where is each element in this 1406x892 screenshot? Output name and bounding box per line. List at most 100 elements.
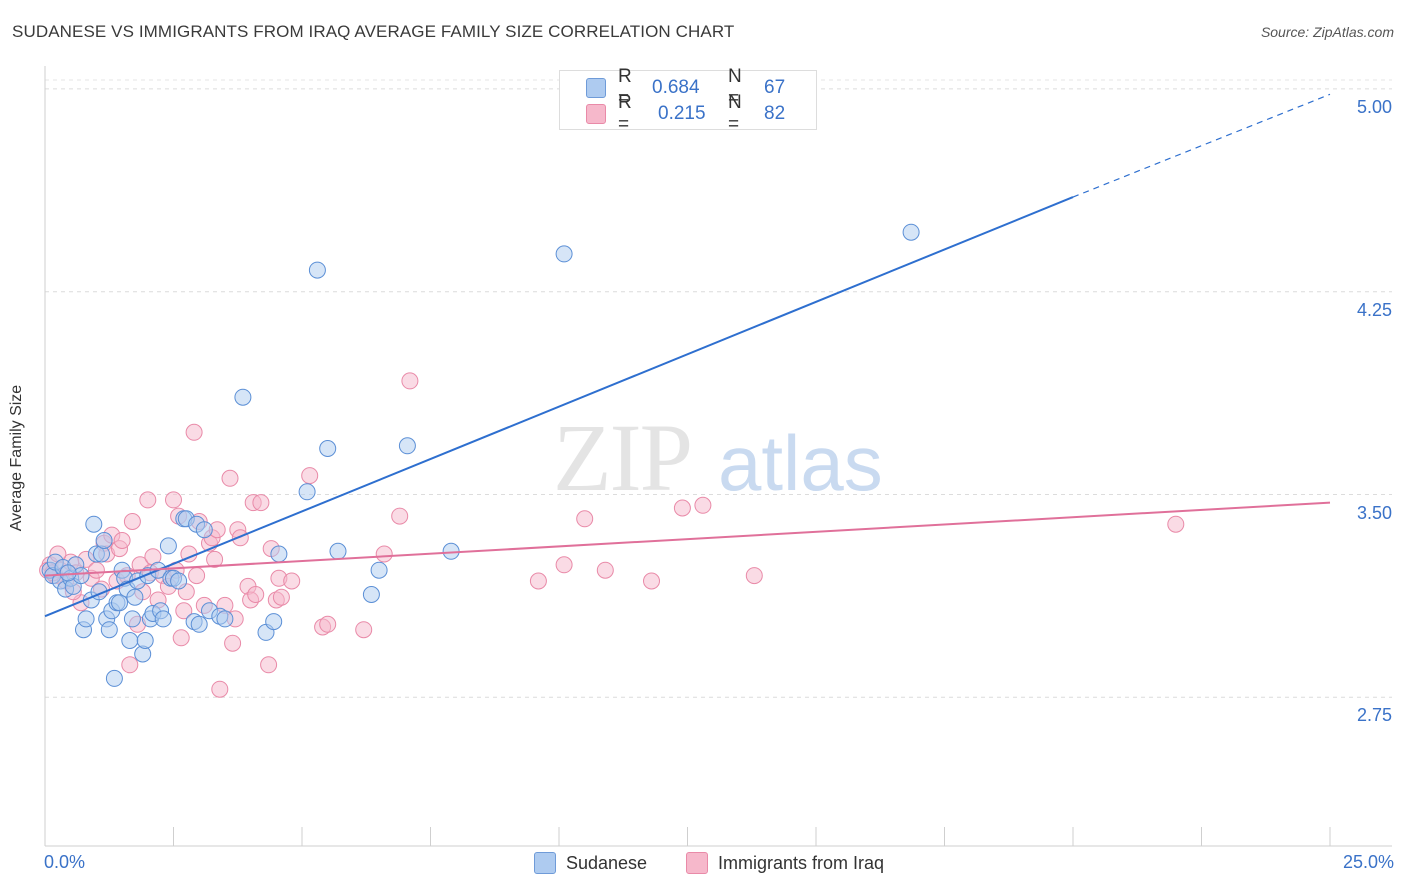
iraq-point-50 (231, 529, 249, 547)
iraq-trend-line (44, 501, 1331, 577)
iraq-point-9 (87, 561, 105, 579)
iraq-point-29 (165, 491, 182, 509)
y-tick-label-0: 2.75 (1356, 705, 1392, 726)
iraq-point-32 (172, 629, 190, 647)
watermark: ZIP atlas (553, 404, 883, 511)
iraq-point-60 (272, 588, 290, 606)
legend-label-sudanese: Sudanese (566, 852, 648, 873)
sudanese-trend-line (44, 196, 1074, 618)
sudanese-point-55 (308, 261, 326, 279)
iraq-point-18 (121, 656, 139, 674)
watermark-zip: ZIP (553, 404, 691, 511)
correlation-legend: R = 0.684 N = 67 R = 0.215 N = 82 (559, 66, 817, 135)
sudanese-point-64 (190, 615, 208, 633)
iraq-point-64 (319, 615, 337, 633)
iraq-point-16 (113, 532, 131, 549)
sudanese-point-52 (265, 613, 283, 631)
iraq-point-67 (391, 507, 409, 525)
iraq-point-74 (673, 499, 691, 517)
iraq-point-37 (188, 567, 206, 585)
sudanese-point-37 (154, 610, 172, 628)
n-label: N = (728, 66, 742, 109)
iraq-point-47 (224, 634, 242, 652)
r-value: 0.215 (658, 103, 706, 124)
iraq-point-42 (206, 550, 224, 568)
sudanese-point-60 (398, 437, 416, 455)
sudanese-point-57 (329, 542, 347, 560)
legend-swatch-iraq (686, 852, 708, 874)
sudanese-point-65 (95, 532, 113, 549)
iraq-point-54 (247, 586, 265, 603)
x-tick-label-max: 25.0% (1342, 852, 1394, 872)
legend-label-iraq: Immigrants from Iraq (718, 852, 885, 873)
y-axis-label: Average Family Size (8, 384, 25, 532)
iraq-point-62 (301, 467, 319, 485)
sudanese-point-56 (319, 440, 337, 457)
sudanese-point-27 (123, 610, 141, 628)
sudanese-point-22 (111, 594, 128, 612)
sudanese-point-38 (159, 537, 177, 555)
sudanese-point-66 (59, 564, 77, 582)
r-label: R = (618, 92, 632, 135)
iraq-point-71 (576, 510, 594, 528)
sudanese-point-62 (555, 245, 573, 263)
iraq-point-19 (123, 513, 141, 530)
legend-item-sudanese: Sudanese (534, 852, 647, 874)
sudanese-point-63 (902, 223, 920, 241)
y-tick-label-2: 4.25 (1356, 299, 1392, 320)
iraq-point-66 (375, 545, 393, 563)
legend-swatch-iraq (586, 104, 606, 124)
legend-item-iraq: Immigrants from Iraq (686, 852, 884, 874)
x-tick-label-min: 0.0% (44, 852, 86, 872)
sudanese-point-31 (136, 632, 154, 649)
legend-swatch-sudanese (586, 78, 606, 98)
iraq-point-76 (745, 567, 763, 585)
sudanese-point-58 (362, 586, 380, 603)
iraq-point-65 (355, 621, 373, 639)
iraq-point-36 (185, 423, 203, 441)
iraq-point-69 (529, 572, 547, 590)
y-tick-label-1: 3.50 (1356, 502, 1392, 523)
n-label: N = (728, 92, 742, 135)
r-value: 0.684 (652, 77, 700, 98)
n-value: 67 (764, 77, 786, 98)
data-points (39, 223, 1185, 698)
iraq-point-23 (139, 491, 157, 509)
iraq-point-61 (283, 572, 301, 590)
iraq-point-68 (401, 372, 419, 390)
r-label: R = (618, 66, 632, 109)
sudanese-point-41 (170, 572, 188, 590)
sudanese-point-53 (270, 545, 288, 563)
trend-lines (44, 93, 1331, 618)
iraq-point-55 (252, 494, 270, 512)
iraq-point-46 (221, 469, 239, 487)
watermark-atlas: atlas (718, 419, 883, 507)
iraq-point-73 (643, 572, 660, 590)
sudanese-point-11 (77, 610, 95, 628)
legend-swatch-sudanese (534, 852, 556, 874)
n-value: 82 (764, 103, 786, 124)
sudanese-trend-extension (1072, 93, 1331, 198)
sudanese-point-28 (126, 588, 144, 606)
sudanese-point-18 (100, 621, 118, 639)
sudanese-point-26 (121, 632, 139, 649)
chart-title: SUDANESE VS IMMIGRANTS FROM IRAQ AVERAGE… (12, 22, 735, 41)
iraq-point-70 (555, 556, 573, 574)
sudanese-point-54 (298, 483, 316, 501)
sudanese-point-46 (195, 521, 213, 539)
iraq-point-33 (175, 602, 193, 620)
sudanese-point-50 (234, 388, 252, 406)
iraq-point-44 (211, 680, 229, 698)
iraq-point-56 (260, 656, 278, 674)
y-tick-label-3: 5.00 (1356, 96, 1392, 117)
axes (44, 66, 1392, 847)
iraq-point-77 (1167, 515, 1185, 533)
sudanese-point-49 (216, 610, 234, 628)
iraq-point-75 (694, 496, 712, 514)
iraq-point-72 (596, 561, 614, 579)
sudanese-point-59 (370, 561, 388, 579)
sudanese-point-20 (105, 669, 123, 687)
sudanese-point-13 (85, 515, 103, 533)
source-label: Source: ZipAtlas.com (1260, 24, 1394, 40)
